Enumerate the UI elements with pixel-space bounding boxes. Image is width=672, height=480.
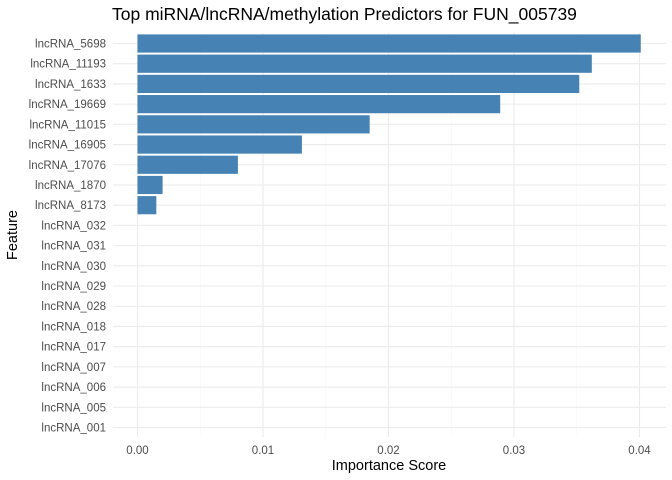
y-tick-label: lncRNA_007 bbox=[41, 362, 106, 374]
x-tick-label: 0.03 bbox=[503, 445, 525, 457]
y-tick-label: lncRNA_031 bbox=[41, 241, 106, 253]
bar bbox=[137, 115, 370, 134]
y-tick-labels: lncRNA_5698 lncRNA_11193 lncRNA_1633 lncRNA… bbox=[29, 39, 106, 435]
bar bbox=[137, 155, 238, 174]
y-tick-label: lncRNA_001 bbox=[41, 423, 106, 435]
x-tick-labels: 0.00 0.01 0.02 0.03 0.04 bbox=[126, 445, 651, 457]
y-tick-label: lncRNA_030 bbox=[41, 261, 106, 273]
y-tick-label: lncRNA_11015 bbox=[29, 119, 106, 131]
x-tick-label: 0.01 bbox=[252, 445, 274, 457]
chart-title: Top miRNA/lncRNA/methylation Predictors … bbox=[112, 4, 577, 25]
y-tick-label: lncRNA_11193 bbox=[30, 59, 106, 71]
x-tick-label: 0.02 bbox=[377, 445, 399, 457]
y-tick-label: lncRNA_029 bbox=[41, 281, 106, 293]
x-tick-label: 0.00 bbox=[126, 445, 148, 457]
x-axis-title: Importance Score bbox=[332, 458, 446, 474]
y-tick-label: lncRNA_1633 bbox=[35, 79, 106, 91]
y-tick-label: lncRNA_1870 bbox=[35, 180, 106, 192]
y-tick-label: lncRNA_17076 bbox=[29, 160, 106, 172]
bar bbox=[137, 135, 302, 154]
bar bbox=[137, 95, 501, 114]
y-axis-title: Feature bbox=[5, 210, 21, 260]
bars bbox=[137, 34, 641, 215]
bar bbox=[137, 34, 641, 53]
x-tick-label: 0.04 bbox=[628, 445, 651, 457]
y-tick-label: lncRNA_16905 bbox=[29, 140, 106, 152]
bar bbox=[137, 54, 592, 73]
y-tick-label: lncRNA_005 bbox=[41, 402, 106, 414]
y-tick-label: lncRNA_006 bbox=[41, 382, 106, 394]
y-tick-label: lncRNA_032 bbox=[41, 220, 106, 232]
y-tick-label: lncRNA_028 bbox=[41, 301, 106, 313]
bar bbox=[137, 74, 580, 94]
y-tick-label: lncRNA_018 bbox=[41, 321, 106, 333]
y-tick-label: lncRNA_5698 bbox=[35, 39, 106, 51]
y-tick-label: lncRNA_8173 bbox=[35, 200, 106, 212]
y-tick-label: lncRNA_017 bbox=[41, 342, 106, 354]
grid bbox=[113, 33, 666, 437]
bar bbox=[137, 175, 163, 195]
y-tick-label: lncRNA_19669 bbox=[29, 99, 106, 111]
bar bbox=[137, 196, 157, 215]
